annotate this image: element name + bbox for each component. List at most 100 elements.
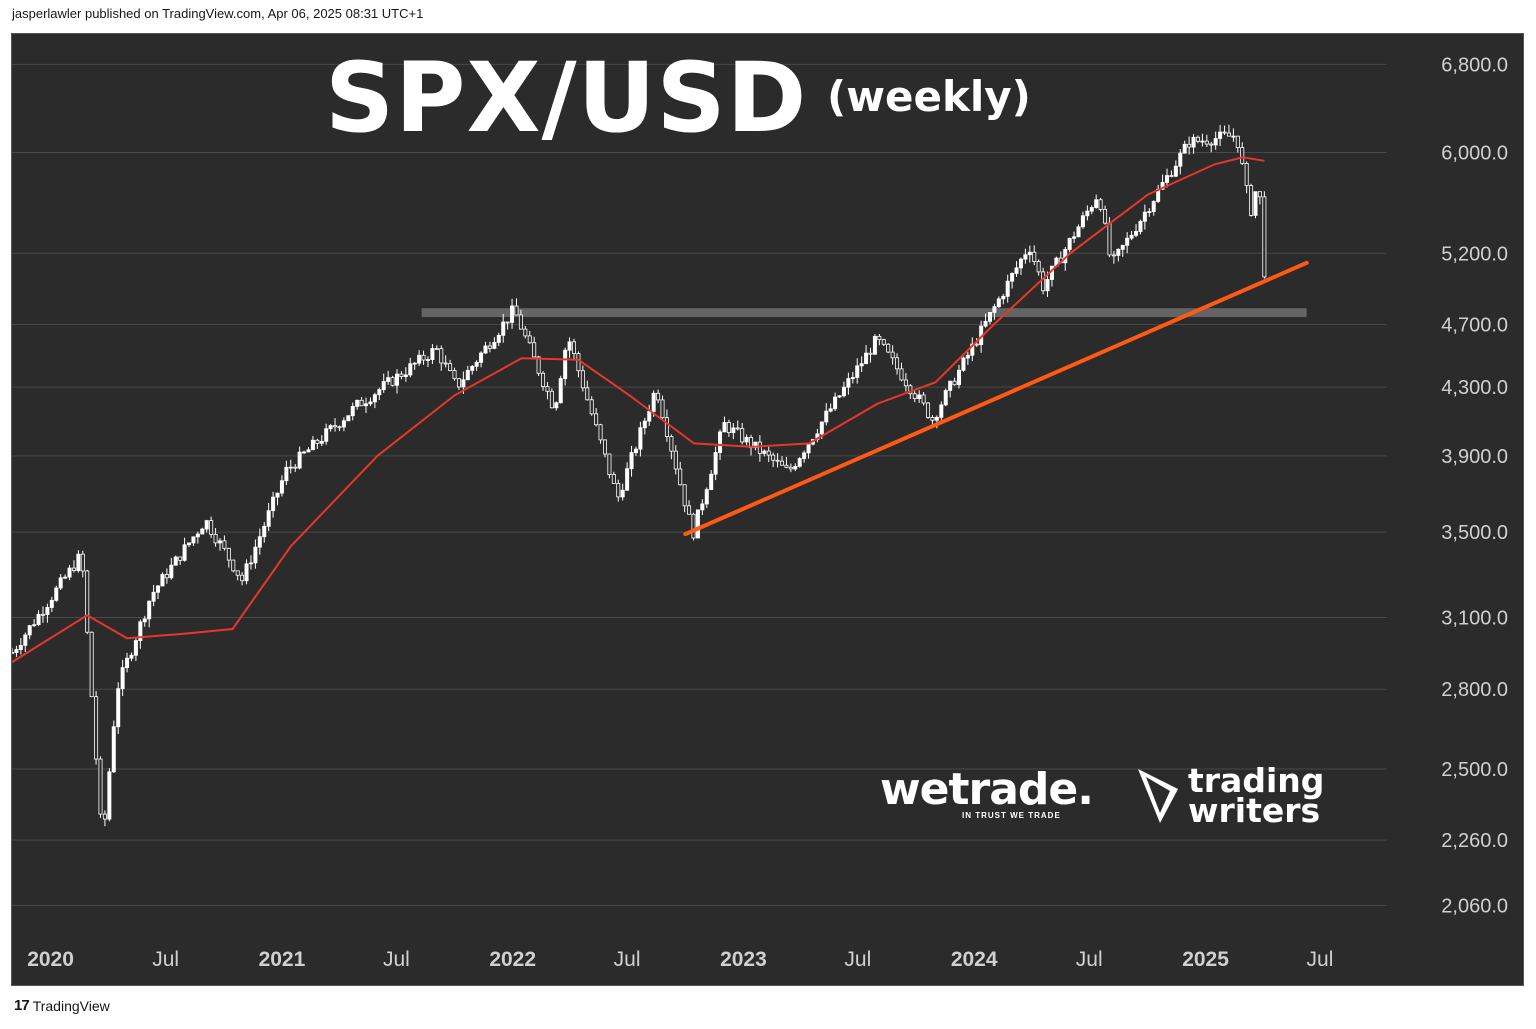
candle-body xyxy=(1023,254,1028,260)
candle-body xyxy=(1209,143,1214,146)
candle-body xyxy=(377,389,382,396)
footer-brand[interactable]: TradingView xyxy=(32,997,110,1014)
candle-body xyxy=(961,357,966,371)
candle-body xyxy=(1165,175,1170,183)
candle-body xyxy=(921,394,926,404)
candle-body xyxy=(129,654,134,659)
candle-body xyxy=(1134,231,1139,236)
candle-body xyxy=(647,411,652,422)
candle-body xyxy=(364,403,369,407)
candle-body xyxy=(1045,279,1050,292)
candle-body xyxy=(589,399,594,415)
candles xyxy=(12,124,1267,827)
trading-writers-line1: trading xyxy=(1188,761,1325,800)
candle-body xyxy=(430,348,435,360)
candle-body xyxy=(784,464,789,468)
candle-body xyxy=(58,577,63,589)
price-chart[interactable]: 6,800.0 6,000.0 5,200.0 4,700.0 4,300.0 3,900… xyxy=(12,34,1523,985)
y-tick-label: 2,500.0 xyxy=(1441,759,1508,781)
candle-body xyxy=(1262,196,1267,278)
x-tick-label: Jul xyxy=(614,948,641,971)
x-axis: 2020 Jul 2021 Jul 2022 Jul 2023 Jul 2024 Jul 2025 J… xyxy=(27,948,1333,971)
candle-body xyxy=(872,335,877,355)
candle-body xyxy=(182,544,187,561)
candle-body xyxy=(726,422,731,434)
candle-body xyxy=(669,436,674,452)
candle-body xyxy=(1253,191,1258,216)
candle-body xyxy=(94,696,99,760)
candle-body xyxy=(200,528,205,535)
candle-body xyxy=(443,362,448,365)
candle-body xyxy=(125,657,130,669)
candle-body xyxy=(350,405,355,417)
candle-body xyxy=(983,320,988,327)
candle-body xyxy=(1257,191,1262,198)
candle-body xyxy=(399,373,404,377)
candle-body xyxy=(421,354,426,361)
candle-body xyxy=(881,339,886,345)
candle-body xyxy=(523,328,528,337)
chart-panel[interactable]: 6,800.0 6,000.0 5,200.0 4,700.0 4,300.0 3,900… xyxy=(11,33,1524,986)
candle-body xyxy=(138,621,143,642)
wetrade-logo-text: wetrade. xyxy=(880,764,1094,815)
candle-body xyxy=(1182,143,1187,154)
candle-body xyxy=(1089,207,1094,212)
candle-body xyxy=(390,377,395,386)
candle-body xyxy=(40,613,45,616)
candle-body xyxy=(1160,182,1165,190)
candle-body xyxy=(63,576,68,579)
candle-body xyxy=(1173,165,1178,177)
candle-body xyxy=(722,422,727,433)
candle-body xyxy=(1116,248,1121,256)
candle-body xyxy=(178,556,183,561)
candle-body xyxy=(408,363,413,376)
candle-body xyxy=(598,424,603,441)
candle-body xyxy=(1240,147,1245,164)
candle-body xyxy=(319,440,324,444)
candle-body xyxy=(532,342,537,358)
candle-body xyxy=(45,607,50,615)
candle-body xyxy=(111,726,116,773)
chart-subtitle: (weekly) xyxy=(827,72,1031,121)
candle-body xyxy=(824,410,829,423)
candle-body xyxy=(1036,261,1041,273)
candle-body xyxy=(18,644,23,650)
candle-body xyxy=(487,345,492,349)
trendline xyxy=(683,260,1309,537)
y-tick-label: 3,100.0 xyxy=(1441,608,1508,630)
candle-body xyxy=(536,356,541,374)
candle-body xyxy=(939,404,944,418)
candle-body xyxy=(1142,211,1147,222)
candle-body xyxy=(1222,131,1227,134)
footer: 17 TradingView xyxy=(14,997,110,1014)
y-tick-label: 3,500.0 xyxy=(1441,522,1508,544)
candle-body xyxy=(164,574,169,579)
candle-body xyxy=(204,520,209,530)
candle-body xyxy=(142,618,147,623)
candle-body xyxy=(713,452,718,475)
candle-body xyxy=(213,533,218,544)
wetrade-tagline: IN TRUST WE TRADE xyxy=(962,811,1061,820)
candle-body xyxy=(518,314,523,330)
candle-body xyxy=(638,427,643,450)
candle-body xyxy=(1169,175,1174,177)
x-tick-label: 2020 xyxy=(27,948,74,971)
candle-body xyxy=(67,567,72,578)
candle-body xyxy=(1094,199,1099,208)
candle-body xyxy=(625,468,630,491)
candle-body xyxy=(718,431,723,453)
candle-body xyxy=(23,634,28,646)
candle-body xyxy=(231,559,236,572)
candle-body xyxy=(766,450,771,456)
candle-body xyxy=(673,450,678,470)
candle-body xyxy=(386,377,391,382)
candle-body xyxy=(456,378,461,388)
y-tick-label: 2,060.0 xyxy=(1441,895,1508,917)
candle-body xyxy=(425,359,430,361)
candle-body xyxy=(567,341,572,351)
candle-body xyxy=(328,425,333,430)
candle-body xyxy=(284,466,289,482)
y-tick-label: 2,260.0 xyxy=(1441,830,1508,852)
candle-body xyxy=(195,533,200,538)
candle-body xyxy=(80,553,85,572)
